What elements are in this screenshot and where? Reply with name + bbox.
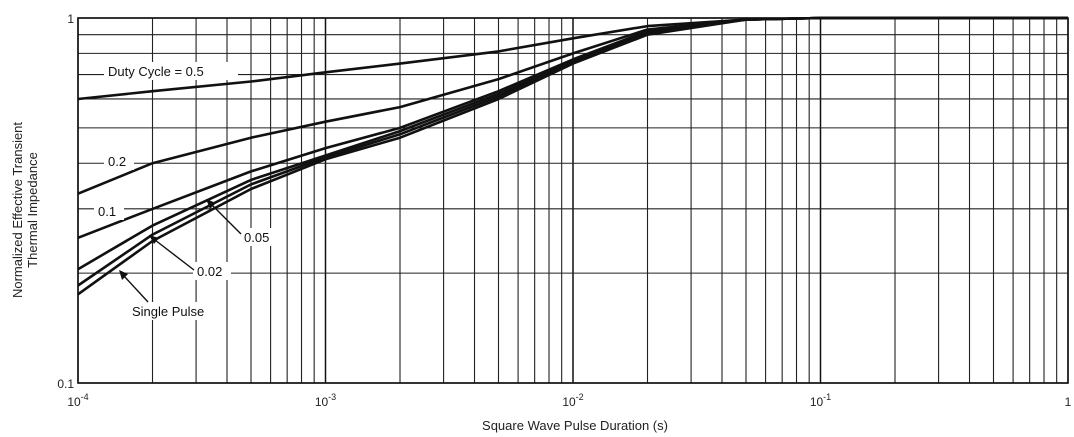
y-axis-title-line-2: Thermal Impedance xyxy=(25,152,40,268)
annotation-bg-0.05 xyxy=(240,228,278,246)
annotation-0.2: 0.2 xyxy=(108,154,126,169)
y-tick-labels: 0.11 xyxy=(57,12,74,391)
y-tick-label: 0.1 xyxy=(57,377,74,391)
arrowhead-0.02 xyxy=(149,235,159,244)
x-tick-label: 10-3 xyxy=(315,392,336,409)
y-axis-title-group: Normalized Effective Transient Thermal I… xyxy=(10,122,40,298)
x-tick-labels: 10-4 10-3 10-2 10-1 1 xyxy=(67,392,1071,409)
annotation-0.02: 0.02 xyxy=(197,264,222,279)
x-tick-label: 10-1 xyxy=(810,392,831,409)
annotation-duty-cycle-0.5: Duty Cycle = 0.5 xyxy=(108,64,204,79)
arrowhead-0.05 xyxy=(206,199,216,209)
y-tick-label: 1 xyxy=(67,12,74,26)
annotation-0.1: 0.1 xyxy=(98,204,116,219)
annotation-layer: Duty Cycle = 0.5 0.2 0.1 0.05 0.02 Singl… xyxy=(94,62,278,320)
annotation-single-pulse: Single Pulse xyxy=(132,304,204,319)
x-tick-label: 10-4 xyxy=(67,392,88,409)
y-axis-title-line-1: Normalized Effective Transient xyxy=(10,122,25,298)
x-tick-label: 10-2 xyxy=(562,392,583,409)
annotation-0.05: 0.05 xyxy=(244,230,269,245)
arrow-0.05 xyxy=(211,204,242,235)
annotation-bg-0.02 xyxy=(193,262,231,280)
annotation-bg-0.5 xyxy=(104,62,238,80)
arrow-single-pulse xyxy=(123,275,149,303)
x-tick-label: 1 xyxy=(1065,395,1072,409)
annotation-bg-0.1 xyxy=(94,202,124,220)
annotation-bg-0.2 xyxy=(104,152,134,170)
annotation-bg-single-pulse xyxy=(128,302,224,320)
arrow-0.02 xyxy=(154,239,195,271)
plot-frame xyxy=(77,17,1069,384)
x-axis-title: Square Wave Pulse Duration (s) xyxy=(482,418,668,433)
arrowhead-single-pulse xyxy=(119,270,128,280)
